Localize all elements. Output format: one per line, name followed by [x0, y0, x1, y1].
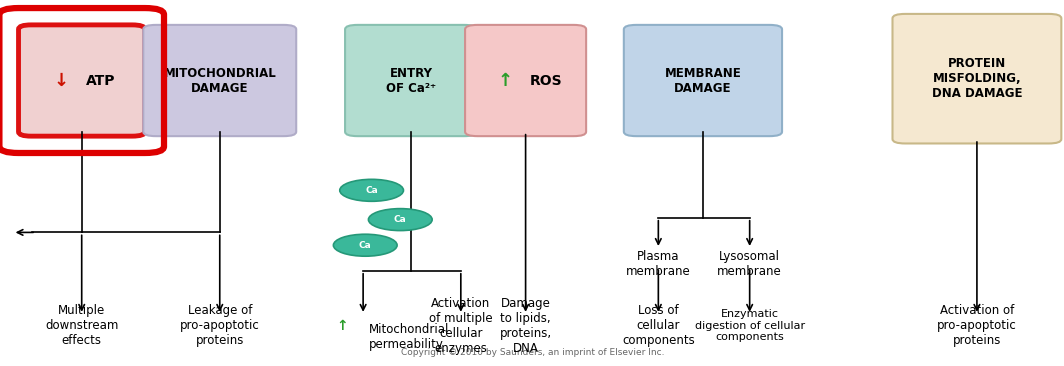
Text: Copyright © 2010 by Saunders, an imprint of Elsevier Inc.: Copyright © 2010 by Saunders, an imprint…: [401, 348, 665, 357]
FancyBboxPatch shape: [144, 25, 296, 136]
Text: MEMBRANE
DAMAGE: MEMBRANE DAMAGE: [665, 67, 742, 94]
Text: Ca: Ca: [365, 186, 378, 195]
Circle shape: [333, 234, 397, 256]
Text: ROS: ROS: [530, 74, 563, 87]
Text: Loss of
cellular
components: Loss of cellular components: [622, 304, 695, 347]
Text: Ca: Ca: [359, 241, 371, 250]
FancyBboxPatch shape: [18, 25, 145, 136]
Text: ↑: ↑: [336, 319, 348, 333]
FancyBboxPatch shape: [465, 25, 586, 136]
Text: Multiple
downstream
effects: Multiple downstream effects: [45, 304, 118, 347]
Circle shape: [339, 179, 403, 201]
Text: Ca: Ca: [394, 215, 406, 224]
Text: ATP: ATP: [86, 74, 116, 87]
FancyBboxPatch shape: [624, 25, 782, 136]
Text: ↓: ↓: [54, 71, 69, 90]
Circle shape: [368, 209, 432, 231]
Text: Plasma
membrane: Plasma membrane: [626, 250, 691, 277]
Text: Lysosomal
membrane: Lysosomal membrane: [717, 250, 782, 277]
Text: PROTEIN
MISFOLDING,
DNA DAMAGE: PROTEIN MISFOLDING, DNA DAMAGE: [932, 57, 1023, 100]
Text: MITOCHONDRIAL
DAMAGE: MITOCHONDRIAL DAMAGE: [164, 67, 277, 94]
Text: Activation of
pro-apoptotic
proteins: Activation of pro-apoptotic proteins: [937, 304, 1017, 347]
Text: Damage
to lipids,
proteins,
DNA: Damage to lipids, proteins, DNA: [499, 297, 551, 355]
Text: ENTRY
OF Ca²⁺: ENTRY OF Ca²⁺: [386, 67, 436, 94]
Text: Mitochondrial
permeability: Mitochondrial permeability: [368, 323, 449, 351]
FancyBboxPatch shape: [345, 25, 477, 136]
Text: ↑: ↑: [498, 71, 513, 90]
FancyBboxPatch shape: [893, 14, 1062, 143]
Text: Activation
of multiple
cellular
enzymes: Activation of multiple cellular enzymes: [429, 297, 493, 355]
Text: Leakage of
pro-apoptotic
proteins: Leakage of pro-apoptotic proteins: [180, 304, 260, 347]
Text: Enzymatic
digestion of cellular
components: Enzymatic digestion of cellular componen…: [695, 309, 804, 342]
